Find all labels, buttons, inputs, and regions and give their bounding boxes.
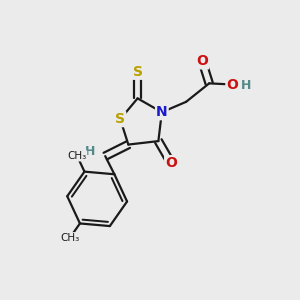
- Text: CH₃: CH₃: [68, 151, 87, 161]
- Text: S: S: [115, 112, 125, 126]
- Text: S: S: [133, 65, 142, 79]
- Text: N: N: [156, 105, 168, 119]
- Text: O: O: [196, 54, 208, 68]
- Text: H: H: [241, 79, 251, 92]
- Text: O: O: [226, 77, 238, 92]
- Text: H: H: [85, 145, 95, 158]
- Text: CH₃: CH₃: [60, 232, 80, 243]
- Text: O: O: [165, 156, 177, 170]
